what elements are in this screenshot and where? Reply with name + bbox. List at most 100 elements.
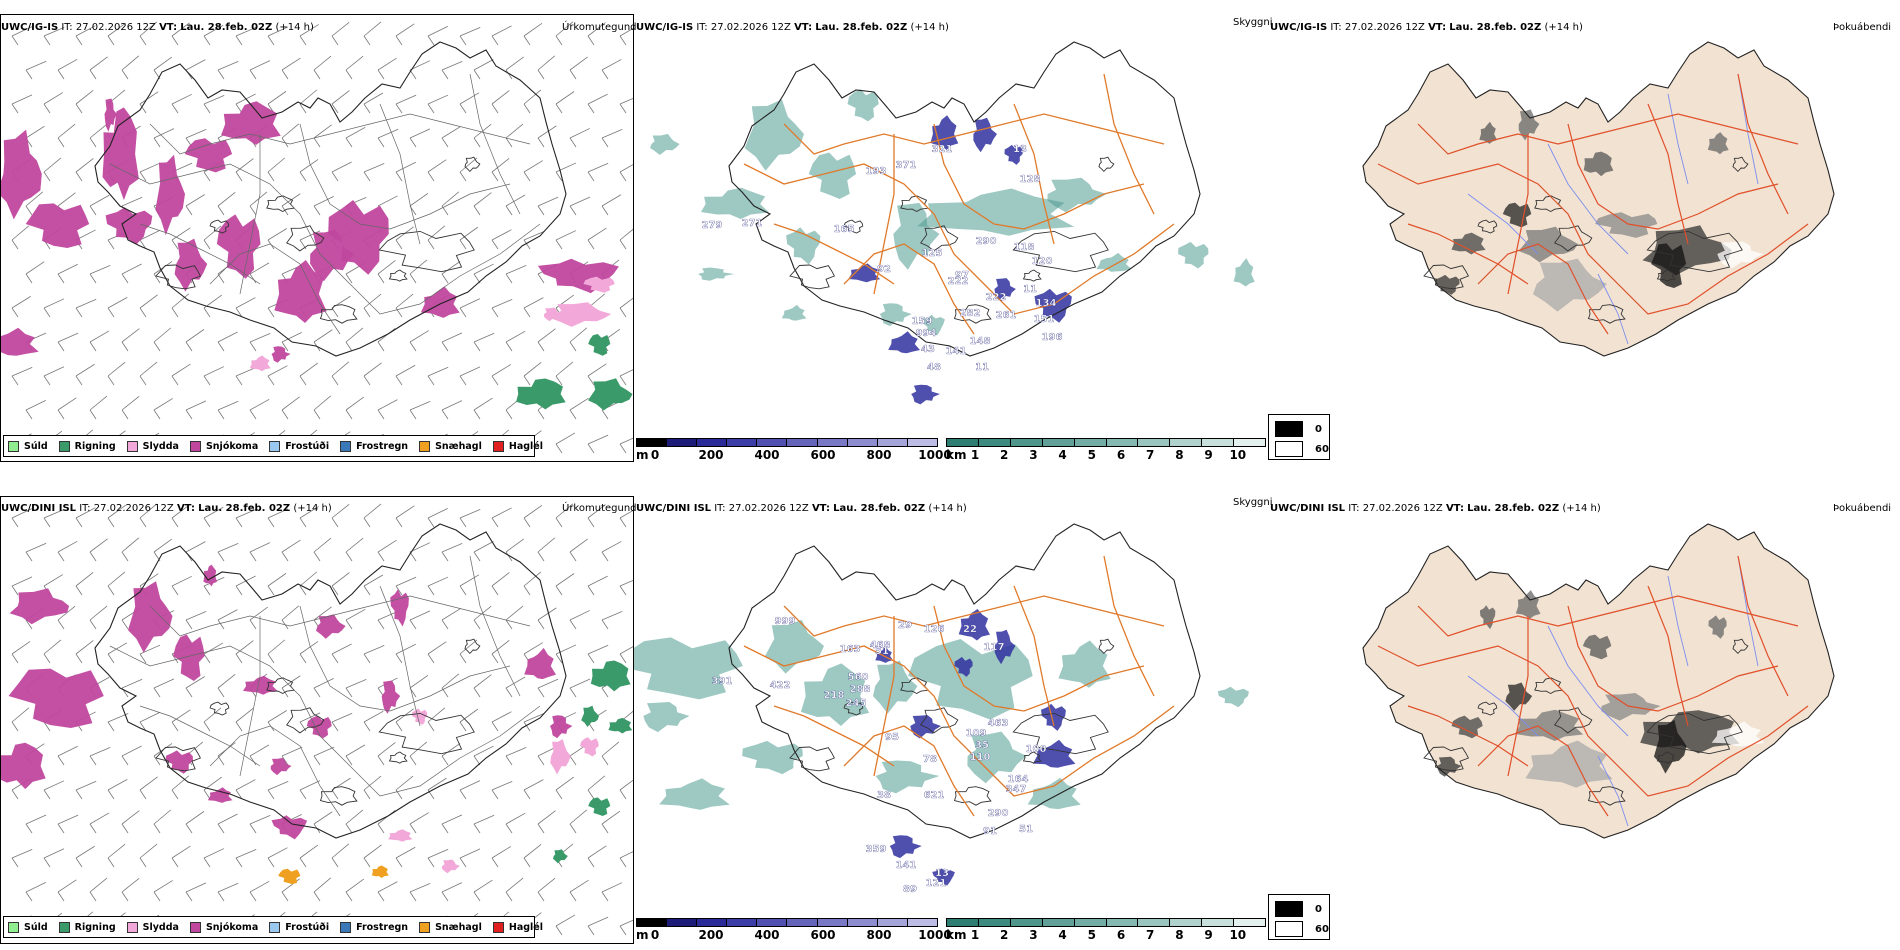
wind-barb (171, 227, 191, 241)
wind-barb-flag (75, 517, 83, 528)
precip-type-panel-bottom (0, 496, 634, 944)
wind-barb (569, 809, 588, 825)
run-header-top-1: UWC/IG-IS IT: 27.02.2026 12Z VT: Lau. 28… (1, 22, 314, 33)
precip-type-legend-bottom: Súld Rigning Slydda Snjókoma Frostúði Frostre… (3, 916, 543, 938)
wind-barb (11, 225, 30, 241)
wind-barb-flag (569, 755, 577, 766)
wind-barb-flag (249, 205, 257, 216)
wind-barb-flag (395, 653, 403, 664)
panel-title-fog-index: Þokuábendi (1833, 22, 1892, 33)
road-line (773, 223, 895, 285)
panel-title-visibility: Skyggni (1233, 497, 1273, 508)
wind-barb (11, 26, 33, 37)
wind-barb-flag (441, 341, 449, 352)
legend-swatch (340, 921, 352, 933)
fog-area (1515, 590, 1541, 619)
wind-barb (345, 744, 366, 757)
wind-barb-flag (43, 789, 51, 800)
wind-barb (171, 575, 192, 587)
wind-barb (505, 812, 526, 825)
wind-barb (491, 364, 511, 377)
legend-item: Snjókoma (189, 921, 258, 933)
river-line (1547, 625, 1629, 737)
wind-barb-flag (409, 409, 417, 420)
glacier-outline (953, 304, 992, 324)
wind-barb-flag (505, 137, 513, 148)
wind-barb (491, 25, 512, 37)
legend-item: Frostúði (269, 440, 330, 452)
wind-barb (473, 541, 494, 553)
snow-area (271, 815, 308, 840)
wind-barb-flag (505, 755, 513, 766)
cloudbase-label: 271 (742, 218, 763, 229)
colorbar-segment (697, 919, 728, 926)
wind-barb (203, 848, 225, 859)
glacier-outline (1423, 264, 1470, 290)
wind-barb-flag (331, 307, 339, 318)
wind-barb-flag (89, 69, 97, 80)
colorbar-segment (787, 919, 818, 926)
run-header-top-3: UWC/IG-IS IT: 27.02.2026 12Z VT: Lau. 28… (1270, 22, 1583, 33)
wind-barb-flag (217, 619, 225, 630)
wind-barb-flag (363, 103, 371, 114)
low-visibility-area (1047, 177, 1107, 213)
wind-barb (217, 609, 238, 621)
colorbar-tick: 4 (1058, 928, 1067, 942)
wind-barb (203, 506, 224, 519)
colorbar-segment (1138, 919, 1171, 926)
cloudbase-label: 43 (921, 344, 935, 355)
fog-areas (1435, 109, 1764, 312)
wind-barb (377, 399, 398, 411)
river-line (1737, 555, 1759, 667)
wind-barb (249, 744, 270, 757)
colorbar-segment (1010, 919, 1043, 926)
wind-barb (619, 27, 634, 37)
wind-barb-flag (537, 409, 545, 420)
wind-barb-flag (235, 375, 243, 386)
wind-barb (619, 919, 634, 927)
wind-barb-flag (249, 551, 257, 562)
precip-areas (0, 98, 633, 411)
wind-barb-flag (473, 687, 481, 698)
wind-barb-flag (601, 551, 609, 562)
wind-barb (345, 537, 364, 553)
wind-barb-flag (249, 755, 257, 766)
wind-barb (619, 97, 634, 105)
colorbar-segment (1074, 439, 1107, 446)
glacier-outline (1534, 677, 1563, 695)
road-line (209, 243, 341, 335)
wind-barb-flag (345, 687, 353, 698)
wind-barb (43, 27, 65, 37)
snow-area (203, 564, 217, 587)
wind-barb (459, 848, 481, 859)
wind-barb (569, 879, 589, 893)
wind-barb (185, 676, 205, 689)
wind-barb (569, 678, 591, 689)
wind-barb-flag (331, 375, 339, 386)
wind-barb (11, 296, 31, 309)
wind-barb (153, 128, 175, 139)
wind-barb (235, 640, 254, 655)
panel-title-fog-index: Þokuábendi (1833, 503, 1892, 514)
wind-barb (537, 607, 557, 621)
colorbar-tick: 200 (698, 928, 724, 942)
wind-barb (185, 611, 207, 621)
wind-barb-flag (345, 409, 353, 420)
wind-barb-flag (409, 137, 417, 148)
wind-barb-flag (203, 103, 211, 114)
wind-barb-flag (217, 69, 225, 80)
wind-barb (619, 297, 634, 309)
wind-barb (217, 61, 239, 71)
low-visibility-areas (650, 89, 1255, 336)
wind-barb-flag (523, 857, 531, 868)
wind-barb-flag (377, 619, 385, 630)
wind-barb (331, 843, 350, 859)
legend-item: Frostúði (269, 921, 329, 933)
wind-barb (459, 92, 480, 105)
colorbar-tick: 10 (1229, 928, 1247, 942)
wind-barb-flag (331, 517, 339, 528)
wind-barb (619, 579, 634, 587)
wind-barb (139, 230, 160, 241)
legend-label: Frostúði (285, 440, 330, 452)
wind-barb-flag (555, 239, 563, 250)
